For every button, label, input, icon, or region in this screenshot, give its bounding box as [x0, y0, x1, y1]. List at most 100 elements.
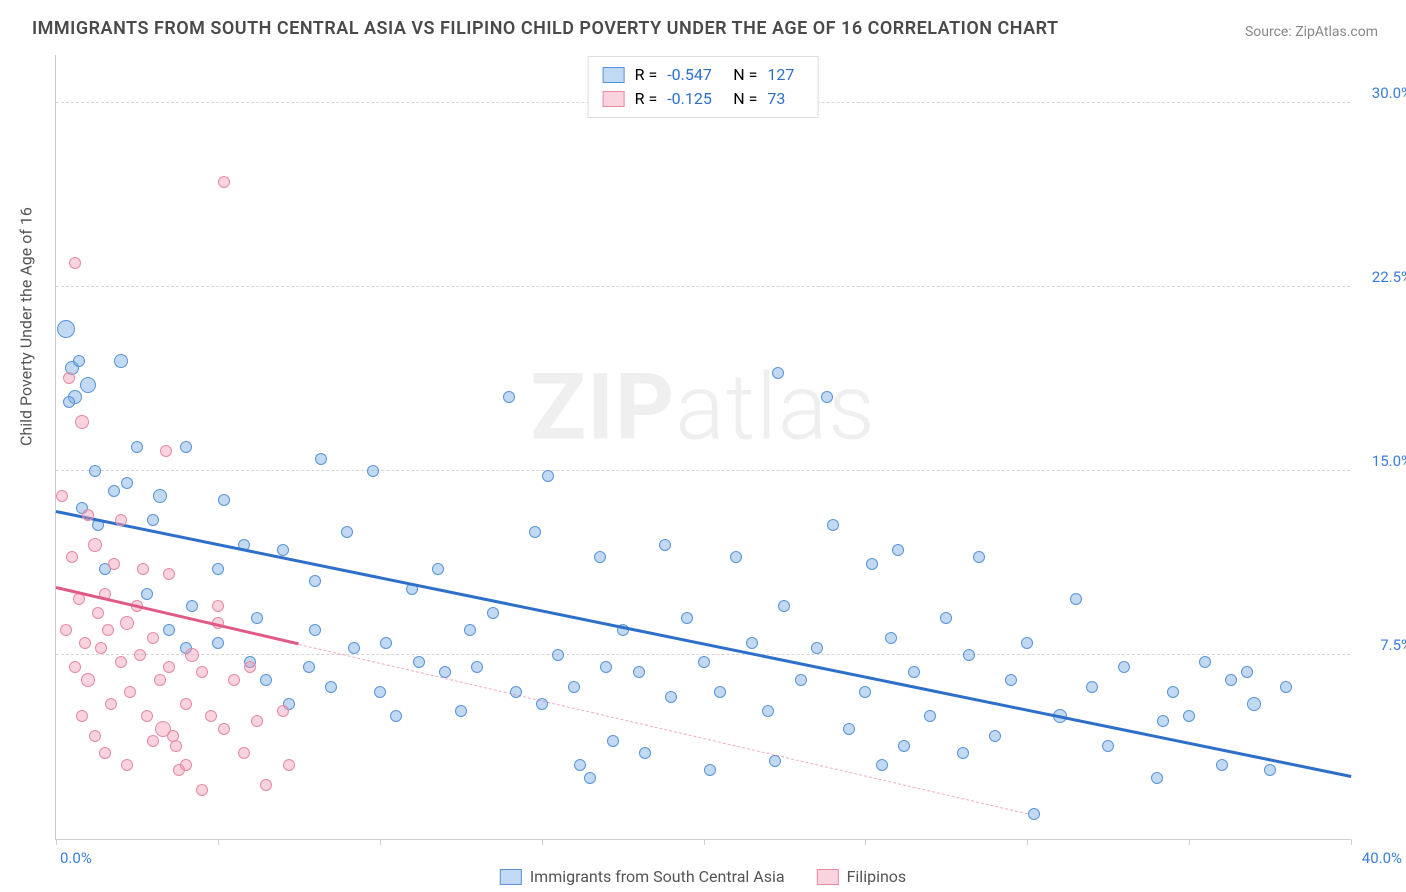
scatter-point: [63, 396, 75, 408]
scatter-point: [218, 723, 230, 735]
legend-item-0: Immigrants from South Central Asia: [500, 867, 785, 886]
y-tick-label: 15.0%: [1372, 452, 1406, 470]
y-axis-title: Child Poverty Under the Age of 16: [17, 207, 36, 446]
r-label: R =: [635, 87, 658, 111]
scatter-point: [81, 673, 95, 687]
scatter-point: [75, 415, 89, 429]
scatter-point: [147, 632, 159, 644]
scatter-point: [80, 377, 96, 393]
scatter-point: [989, 730, 1001, 742]
scatter-point: [57, 320, 75, 338]
scatter-point: [772, 367, 784, 379]
scatter-point: [251, 612, 263, 624]
scatter-point: [69, 257, 81, 269]
scatter-point: [147, 514, 159, 526]
scatter-point: [413, 656, 425, 668]
scatter-point: [639, 747, 651, 759]
scatter-point: [471, 661, 483, 673]
scatter-point: [228, 674, 240, 686]
n-label: N =: [733, 63, 757, 87]
scatter-point: [1086, 681, 1098, 693]
scatter-point: [315, 453, 327, 465]
legend-swatch-1: [603, 91, 625, 107]
scatter-point: [163, 568, 175, 580]
scatter-point: [574, 759, 586, 771]
scatter-point: [218, 176, 230, 188]
scatter-point: [218, 494, 230, 506]
scatter-point: [154, 674, 166, 686]
scatter-point: [251, 715, 263, 727]
scatter-point: [1264, 764, 1276, 776]
series-legend: Immigrants from South Central Asia Filip…: [500, 867, 906, 886]
scatter-point: [924, 710, 936, 722]
scatter-point: [160, 445, 172, 457]
scatter-point: [957, 747, 969, 759]
scatter-point: [56, 490, 68, 502]
r-label: R =: [635, 63, 658, 87]
scatter-point: [63, 372, 75, 384]
scatter-point: [115, 514, 127, 526]
scatter-point: [238, 747, 250, 759]
scatter-point: [76, 710, 88, 722]
y-tick-label: 30.0%: [1372, 84, 1406, 102]
scatter-point: [892, 544, 904, 556]
scatter-point: [277, 705, 289, 717]
scatter-point: [186, 600, 198, 612]
scatter-point: [88, 538, 102, 552]
scatter-point: [1280, 681, 1292, 693]
scatter-point: [1118, 661, 1130, 673]
scatter-point: [898, 740, 910, 752]
legend-row-series-1: R = -0.125 N = 73: [603, 87, 804, 111]
scatter-point: [380, 637, 392, 649]
scatter-point: [390, 710, 402, 722]
scatter-point: [963, 649, 975, 661]
scatter-point: [82, 509, 94, 521]
scatter-point: [277, 544, 289, 556]
scatter-point: [212, 637, 224, 649]
scatter-point: [260, 779, 272, 791]
scatter-point: [180, 441, 192, 453]
scatter-point: [244, 661, 256, 673]
scatter-point: [1225, 674, 1237, 686]
scatter-point: [542, 470, 554, 482]
scatter-point: [843, 723, 855, 735]
scatter-point: [163, 661, 175, 673]
grid-line: [56, 654, 1350, 655]
scatter-point: [714, 686, 726, 698]
scatter-point: [1070, 593, 1082, 605]
scatter-point: [432, 563, 444, 575]
scatter-point: [1183, 710, 1195, 722]
scatter-point: [95, 642, 107, 654]
legend-swatch-b1: [817, 869, 839, 885]
scatter-point: [455, 705, 467, 717]
scatter-point: [908, 666, 920, 678]
scatter-point: [885, 632, 897, 644]
r-value-0: -0.547: [667, 63, 723, 87]
scatter-point: [633, 666, 645, 678]
scatter-point: [1151, 772, 1163, 784]
scatter-point: [730, 551, 742, 563]
scatter-point: [180, 698, 192, 710]
legend-label-1: Filipinos: [847, 867, 907, 886]
scatter-point: [341, 526, 353, 538]
scatter-point: [79, 637, 91, 649]
x-tick: [542, 839, 543, 845]
scatter-point: [303, 661, 315, 673]
scatter-point: [180, 759, 192, 771]
scatter-point: [876, 759, 888, 771]
scatter-point: [105, 698, 117, 710]
plot-area: ZIPatlas 0.0% 40.0% 7.5%15.0%22.5%30.0%: [55, 55, 1350, 840]
scatter-point: [108, 558, 120, 570]
source-label: Source: ZipAtlas.com: [1245, 24, 1378, 40]
scatter-point: [137, 563, 149, 575]
scatter-point: [600, 661, 612, 673]
scatter-point: [283, 759, 295, 771]
scatter-point: [665, 691, 677, 703]
scatter-point: [778, 600, 790, 612]
scatter-point: [309, 624, 321, 636]
scatter-point: [121, 477, 133, 489]
scatter-point: [92, 607, 104, 619]
x-axis-max-label: 40.0%: [1362, 849, 1402, 867]
scatter-point: [205, 710, 217, 722]
scatter-point: [659, 539, 671, 551]
